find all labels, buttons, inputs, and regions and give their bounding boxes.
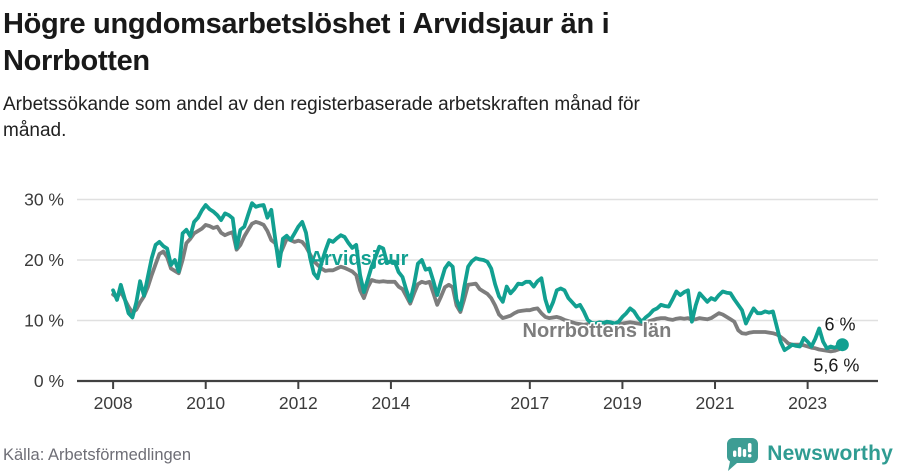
exclamation-bar — [748, 443, 752, 453]
x-tick-label-2021: 2021 — [696, 393, 735, 413]
x-tick-label-2014: 2014 — [371, 393, 410, 413]
x-tick-label-2010: 2010 — [186, 393, 225, 413]
y-tick-label-0: 0 % — [34, 371, 64, 391]
brand-name: Newsworthy — [767, 442, 893, 465]
page-title-line1: Högre ungdomsarbetslöshet i Arvidsjaur ä… — [3, 8, 610, 40]
series-line-arvidsjaur — [111, 201, 845, 353]
page-title: Högre ungdomsarbetslöshet i Arvidsjaur ä… — [3, 6, 883, 80]
exclamation-dot — [748, 454, 752, 458]
x-tick-label-2008: 2008 — [94, 393, 133, 413]
y-tick-label-20: 20 % — [24, 250, 64, 270]
x-tick-label-2012: 2012 — [279, 393, 318, 413]
series-line-norrbottens-l-n — [111, 219, 845, 354]
annotation-5-6-: 5,6 % — [813, 356, 859, 376]
source-credit: Källa: Arbetsförmedlingen — [3, 446, 192, 464]
x-tick-label-2019: 2019 — [603, 393, 642, 413]
x-tick-label-2017: 2017 — [510, 393, 549, 413]
chart-subtitle-line1: Arbetssökande som andel av den registerb… — [3, 94, 640, 115]
newsworthy-brand: Newsworthy — [726, 437, 893, 471]
annotation-norrbottens-l-n: Norrbottens län — [523, 320, 672, 342]
y-tick-label-10: 10 % — [24, 311, 64, 331]
speech-bubble-shape — [727, 438, 759, 471]
bar-chart-speech-bubble-icon — [727, 438, 759, 471]
annotation-6-: 6 % — [825, 314, 856, 334]
x-tick-label-2023: 2023 — [788, 393, 827, 413]
chart-subtitle: Arbetssökande som andel av den registerb… — [3, 92, 883, 144]
page-title-line2: Norrbotten — [3, 45, 150, 77]
bar-chart-glyph — [733, 443, 752, 458]
y-tick-label-30: 30 % — [24, 190, 64, 210]
series-end-dot — [835, 338, 849, 352]
annotation-arvidsjaur: Arvidsjaur — [310, 248, 409, 270]
chart-subtitle-line2: månad. — [3, 120, 67, 141]
